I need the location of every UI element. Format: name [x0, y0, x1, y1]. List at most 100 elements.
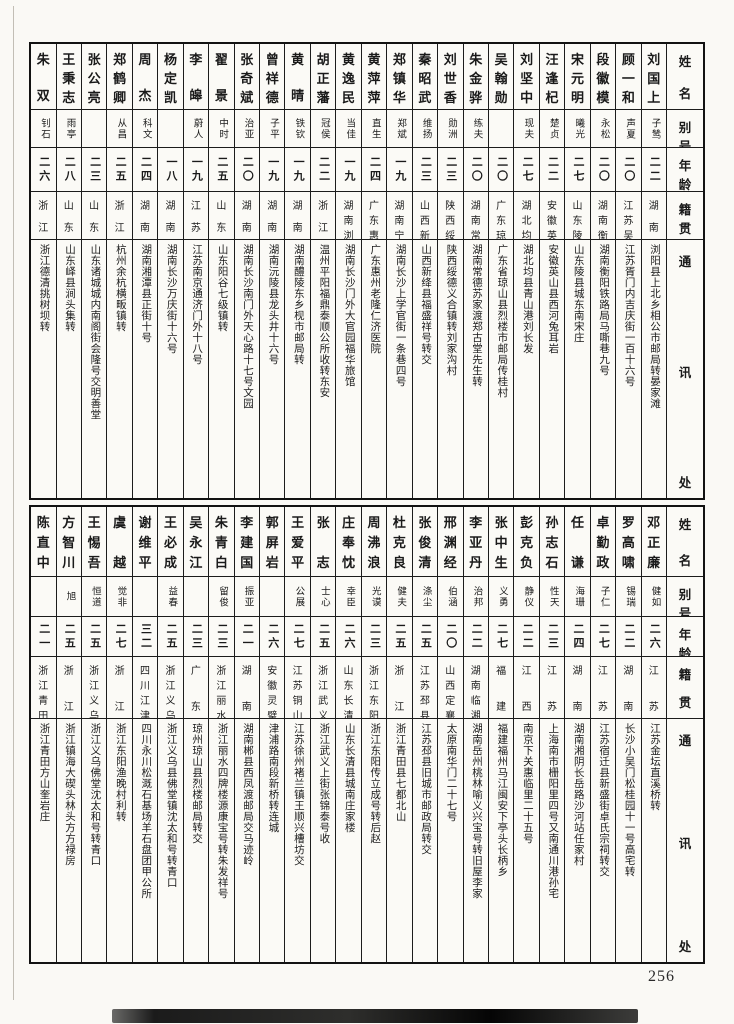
name-char: 汪: [545, 52, 559, 67]
name-char: 平: [138, 555, 152, 570]
native-char: 浙: [38, 666, 49, 677]
person-native-cell: 江西: [514, 657, 539, 719]
person-name-cell: 杨定凯: [158, 44, 183, 110]
person-name-text: 孙志石: [540, 507, 564, 576]
name-char: 香: [443, 90, 457, 105]
person-age-text: 二五: [317, 622, 330, 651]
name-char: 奉: [342, 535, 356, 550]
person-name-cell: 张志: [310, 507, 336, 577]
person-name-cell: 刘坚中: [514, 44, 539, 110]
person-name-text: 黄逸民: [336, 44, 360, 109]
person-name-cell: 孙志石: [539, 507, 565, 577]
native-char: 东: [496, 216, 507, 227]
person-name-text: 顾一和: [616, 44, 640, 109]
person-column: 郭屏岩二六安徽灵璧津浦路南段新桥转连城: [259, 507, 285, 962]
name-char: 公: [87, 71, 101, 86]
native-char: 江: [140, 696, 151, 707]
native-char: 青: [38, 696, 49, 707]
person-alias-cell: [488, 110, 514, 148]
person-address-cell: 湖南湘阴长岳路沙河站任家村: [565, 719, 590, 962]
person-age-cell: 二六: [641, 617, 666, 657]
person-address-cell: 浙江丽水四牌楼源康宝号转朱发祥号: [209, 719, 234, 962]
name-char: 志: [316, 555, 330, 570]
name-char: 谢: [138, 515, 152, 530]
header-age-text: 年龄: [679, 617, 692, 656]
person-address-cell: 湖南长沙南门外天心路十七号文园: [234, 240, 259, 498]
scan-edge-line: [13, 6, 14, 1000]
native-char: 江: [419, 666, 430, 677]
header-address-text: 通讯处: [679, 244, 692, 498]
person-name-cell: 李皞: [183, 44, 209, 110]
person-column: 罗高啸锡瑞 二二湖南长沙小吴门松桂园十一号高宅转: [615, 507, 641, 962]
person-native-text: 山东陵县: [565, 192, 589, 239]
native-char: 东: [89, 223, 100, 234]
native-char: 安: [547, 201, 558, 212]
person-age-cell: 二五: [412, 617, 438, 657]
name-char: 郭: [265, 515, 279, 530]
person-alias-cell: 士心: [310, 577, 336, 617]
header-age-text: 年龄: [679, 148, 692, 191]
person-name-text: 陈直中: [31, 507, 55, 576]
person-name-text: 刘世香: [438, 44, 462, 109]
name-char: 朱: [36, 52, 50, 67]
native-char: 浙: [368, 666, 379, 677]
person-column: 刘国上子鸶 二二湖南浏阳县上北乡相公市邮局转晏家滩: [640, 44, 666, 498]
person-age-cell: 二二: [310, 148, 336, 192]
person-native-text: 湖南宁远: [387, 192, 411, 239]
native-char: 湖: [470, 201, 481, 212]
person-age-cell: 一九: [387, 148, 412, 192]
person-column: 方智川旭二五浙江浙江镇海大碶头林头方方禄房: [55, 507, 81, 962]
person-name-text: 刘国上: [642, 44, 666, 109]
person-age-cell: 二六: [336, 617, 361, 657]
name-char: 沸: [367, 535, 381, 550]
person-native-text: 湖南衡阳: [591, 192, 615, 239]
person-alias-cell: 中时: [209, 110, 234, 148]
native-char: 江: [165, 681, 176, 692]
person-age-text: 二六: [648, 622, 661, 651]
person-column: 卓勤政子仁 二七江苏江苏宿迁县新盛街卓氏宗祠转交: [589, 507, 616, 962]
person-native-cell: 福建: [488, 657, 514, 719]
person-name-text: 张公亮: [82, 44, 106, 109]
person-age-cell: 一九: [183, 148, 209, 192]
name-char: 虞: [113, 515, 127, 530]
name-char: 张: [87, 52, 101, 67]
person-name-cell: 朱双: [31, 44, 56, 110]
native-char: 浙: [63, 666, 74, 677]
person-alias-cell: 公展: [285, 577, 310, 617]
person-alias-cell: 维扬: [412, 110, 438, 148]
person-age-text: 一九: [343, 155, 356, 184]
person-age-text: 二〇: [241, 155, 254, 184]
native-char: 东: [63, 223, 74, 234]
person-column: 宋元明曦光二七山东陵县山东陵县城东南宋庄: [564, 44, 590, 498]
person-native-cell: 广东: [183, 657, 209, 719]
person-address-cell: 广东省琼山县烈楼市邮局传桂村: [488, 240, 514, 498]
name-char: 曾: [265, 52, 279, 67]
person-address-cell: 长沙小吴门松桂园十一号高宅转: [616, 719, 641, 962]
person-alias-text: 留俊: [217, 585, 228, 608]
person-age-cell: 二三: [183, 617, 209, 657]
person-address-cell: 浙江青田县七都北山: [387, 719, 412, 962]
name-char: 和: [621, 90, 635, 105]
native-char: 南: [165, 223, 176, 234]
person-age-cell: 二七: [565, 148, 590, 192]
native-char: 苏: [648, 702, 659, 713]
person-native-cell: 湖北均县: [514, 192, 539, 240]
person-name-text: 任谦: [565, 507, 589, 576]
name-char: 郑: [113, 52, 127, 67]
header-char: 龄: [678, 178, 692, 192]
person-alias-cell: 义勇: [488, 577, 514, 617]
person-native-text: 湖南: [235, 657, 259, 718]
person-address-cell: 陕西绥德义合镇转刘家沟村: [438, 240, 463, 498]
name-char: 李: [240, 515, 254, 530]
person-address-cell: 杭州余杭横畈镇转: [107, 240, 132, 498]
person-native-text: 四川江津: [133, 657, 157, 718]
person-native-text: 福建: [489, 657, 513, 718]
person-alias-cell: 健如: [641, 577, 666, 617]
person-alias-cell: 练夫: [463, 110, 488, 148]
directory-table-top: 姓名别号年龄籍贯通讯处刘国上子鸶 二二湖南浏阳县上北乡相公市邮局转晏家滩顾一和声夏…: [29, 42, 705, 500]
person-native-cell: 山东: [209, 192, 234, 240]
scan-artifact-strip: [112, 1009, 638, 1023]
person-native-cell: 江苏: [590, 657, 616, 719]
person-age-cell: 一九: [260, 148, 285, 192]
